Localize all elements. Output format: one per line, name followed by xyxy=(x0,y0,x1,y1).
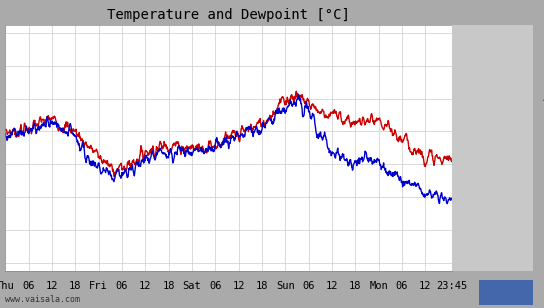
Title: Temperature and Dewpoint [°C]: Temperature and Dewpoint [°C] xyxy=(107,8,350,22)
Text: www.vaisala.com: www.vaisala.com xyxy=(5,295,81,304)
